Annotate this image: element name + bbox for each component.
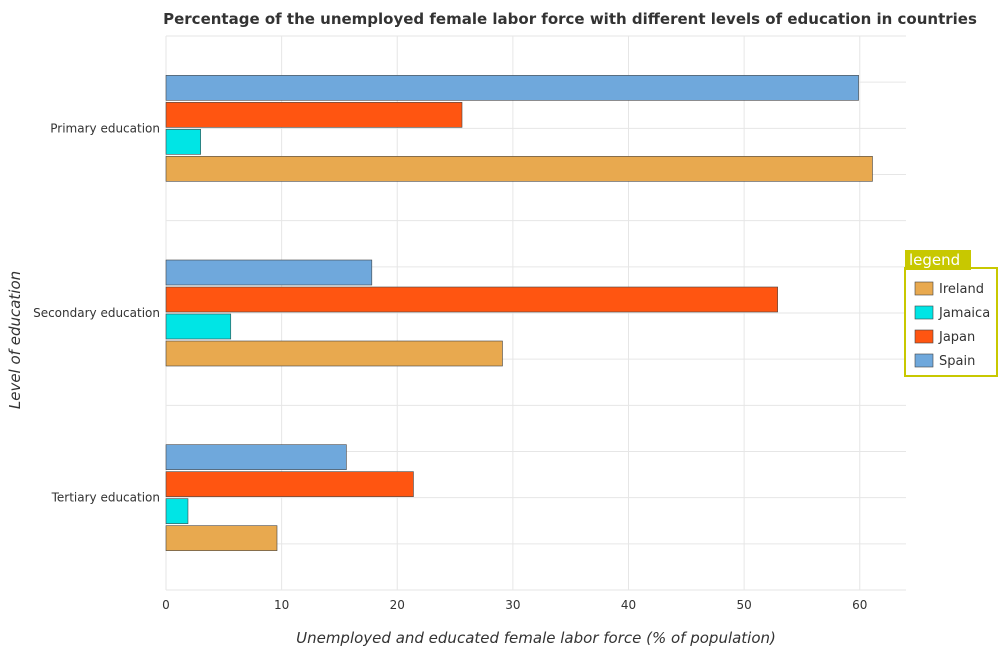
x-tick-label: 0: [162, 598, 170, 612]
bars: [165, 75, 873, 551]
bar-ireland-2: [165, 525, 278, 551]
legend-swatch-spain: [914, 353, 934, 368]
legend-label-ireland: Ireland: [939, 282, 984, 297]
bar-spain-1: [165, 259, 373, 286]
x-tick-label: 40: [621, 598, 636, 612]
chart-title: Percentage of the unemployed female labo…: [163, 10, 977, 28]
legend-title-bg: [905, 250, 971, 270]
bar-japan-2: [165, 471, 414, 497]
x-tick-label: 20: [390, 598, 405, 612]
y-category-label: Primary education: [50, 121, 160, 135]
y-category-label: Tertiary education: [51, 491, 160, 505]
gridlines: [165, 35, 906, 591]
x-ticks: 0 10 20 30 40 50 60: [162, 598, 867, 612]
bar-jamaica-1: [165, 313, 232, 340]
x-axis-label: Unemployed and educated female labor for…: [296, 629, 776, 647]
legend-title: legend: [909, 251, 960, 269]
bar-jamaica-0: [165, 129, 201, 155]
x-tick-label: 60: [852, 598, 867, 612]
legend: legend Ireland Jamaica Japan Spain: [904, 250, 998, 377]
bar-spain-0: [165, 75, 859, 101]
legend-label-spain: Spain: [939, 354, 975, 369]
bar-spain-2: [165, 444, 347, 470]
bar-ireland-1: [165, 340, 503, 367]
y-category-label: Secondary education: [33, 306, 160, 320]
bar-jamaica-2: [165, 498, 189, 524]
y-categories: Primary education Secondary education Tert…: [33, 121, 160, 504]
bar-japan-1: [165, 286, 778, 313]
bar-ireland-0: [165, 156, 873, 182]
bar-japan-0: [165, 102, 463, 128]
legend-swatch-jamaica: [914, 305, 934, 320]
y-axis-label: Level of education: [6, 271, 24, 409]
legend-label-japan: Japan: [938, 330, 975, 345]
legend-swatch-japan: [914, 329, 934, 344]
x-tick-label: 50: [736, 598, 751, 612]
x-tick-label: 30: [505, 598, 520, 612]
x-tick-label: 10: [274, 598, 289, 612]
legend-label-jamaica: Jamaica: [938, 306, 990, 321]
legend-swatch-ireland: [914, 281, 934, 296]
